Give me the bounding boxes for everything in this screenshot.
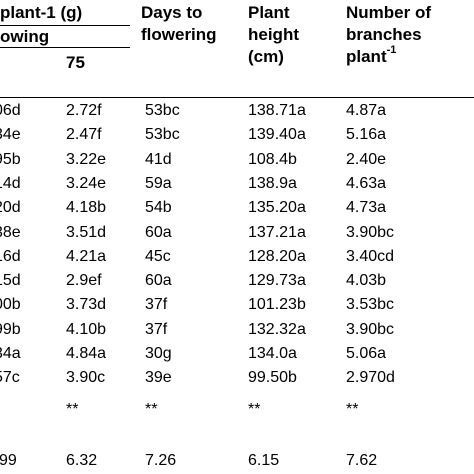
- significance-75: **: [66, 401, 79, 418]
- cell-partial: 34a: [0, 345, 21, 362]
- header-bottom-rule: [0, 97, 474, 98]
- cell-partial: 57c: [0, 369, 20, 387]
- cell-days-to-flowering: 60a: [145, 272, 172, 290]
- cell-75: 3.51d: [66, 223, 107, 241]
- cell-branches: 5.16a: [346, 126, 387, 144]
- cell-plant-height: 132.32a: [248, 320, 306, 338]
- cell-75: 3.73d: [66, 296, 107, 314]
- cell-75: 4.10b: [66, 320, 107, 338]
- cv-75: 6.32: [66, 452, 98, 469]
- cell-branches: 2.970d: [346, 369, 395, 387]
- cell-partial: 34e: [0, 126, 21, 144]
- cell-days-to-flowering: 59a: [145, 174, 172, 192]
- cell-days-to-flowering: 41d: [145, 150, 172, 168]
- cell-plant-height: 134.0a: [248, 345, 297, 362]
- cell-branches: 4.63a: [346, 174, 387, 192]
- cell-plant-height: 129.73a: [248, 272, 306, 290]
- cell-branches: 2.40e: [346, 150, 387, 168]
- cell-partial: 38e: [0, 223, 21, 241]
- header-group-rule: [0, 25, 130, 26]
- header-col-75: 75: [66, 53, 85, 72]
- header-group-sublabel: owing: [0, 27, 50, 46]
- significance-height: **: [248, 401, 261, 418]
- header-group-label: plant-1 (g): [0, 3, 83, 22]
- significance-branches: **: [346, 401, 359, 418]
- cell-branches: 3.90bc: [346, 320, 395, 338]
- cell-partial: 06d: [0, 102, 21, 119]
- cell-plant-height: 139.40a: [248, 126, 306, 144]
- header-height-line3: (cm): [248, 47, 284, 66]
- cv-partial: 99: [0, 452, 17, 469]
- cell-plant-height: 128.20a: [248, 247, 306, 265]
- cell-branches: 4.87a: [346, 102, 387, 119]
- header-branches-line2: branches: [346, 25, 422, 44]
- cell-partial: 20d: [0, 199, 21, 217]
- cell-partial: 15d: [0, 272, 21, 290]
- cell-branches: 3.53bc: [346, 296, 395, 314]
- header-height-line1: Plant: [248, 3, 290, 22]
- cell-branches: 3.90bc: [346, 223, 395, 241]
- cell-days-to-flowering: 45c: [145, 247, 171, 265]
- cell-branches: 4.73a: [346, 199, 387, 217]
- cell-partial: 00b: [0, 296, 21, 314]
- cell-partial: 95b: [0, 150, 21, 168]
- header-height-line2: height: [248, 25, 299, 44]
- cell-plant-height: 108.4b: [248, 150, 297, 168]
- cell-75: 4.18b: [66, 199, 107, 217]
- cell-partial: 14d: [0, 174, 21, 192]
- cell-branches: 5.06a: [346, 345, 387, 362]
- cell-days-to-flowering: 60a: [145, 223, 172, 241]
- cell-plant-height: 138.9a: [248, 174, 297, 192]
- cell-75: 2.9ef: [66, 272, 102, 290]
- header-days-line2: flowering: [141, 25, 217, 44]
- cell-days-to-flowering: 30g: [145, 345, 172, 362]
- cell-plant-height: 99.50b: [248, 369, 297, 387]
- cell-branches: 4.03b: [346, 272, 387, 290]
- cell-days-to-flowering: 37f: [145, 296, 168, 314]
- cell-days-to-flowering: 39e: [145, 369, 172, 387]
- cell-plant-height: 101.23b: [248, 296, 306, 314]
- cell-75: 3.22e: [66, 150, 107, 168]
- cell-plant-height: 137.21a: [248, 223, 306, 241]
- cell-days-to-flowering: 53bc: [145, 102, 180, 119]
- cell-75: 2.47f: [66, 126, 102, 144]
- cell-days-to-flowering: 54b: [145, 199, 172, 217]
- cell-days-to-flowering: 37f: [145, 320, 168, 338]
- header-branches-line3: plant-1: [346, 44, 397, 67]
- header-sub-rule: [0, 47, 130, 48]
- cell-days-to-flowering: 53bc: [145, 126, 180, 144]
- cell-branches: 3.40cd: [346, 247, 395, 265]
- cell-plant-height: 138.71a: [248, 102, 306, 119]
- cell-75: 4.84a: [66, 345, 107, 362]
- cv-days: 7.26: [145, 452, 177, 469]
- cell-75: 4.21a: [66, 247, 107, 265]
- cell-75: 3.90c: [66, 369, 106, 387]
- cv-branches: 7.62: [346, 452, 378, 469]
- cv-height: 6.15: [248, 452, 280, 469]
- significance-days: **: [145, 401, 158, 418]
- cell-75: 3.24e: [66, 174, 107, 192]
- header-branches-superscript: -1: [386, 44, 397, 56]
- header-branches-unit: plant: [346, 47, 387, 66]
- cell-plant-height: 135.20a: [248, 199, 306, 217]
- header-branches-line1: Number of: [346, 3, 431, 22]
- cell-partial: 16d: [0, 247, 21, 265]
- cell-75: 2.72f: [66, 102, 102, 119]
- cell-partial: 99b: [0, 320, 21, 338]
- header-days-line1: Days to: [141, 3, 203, 22]
